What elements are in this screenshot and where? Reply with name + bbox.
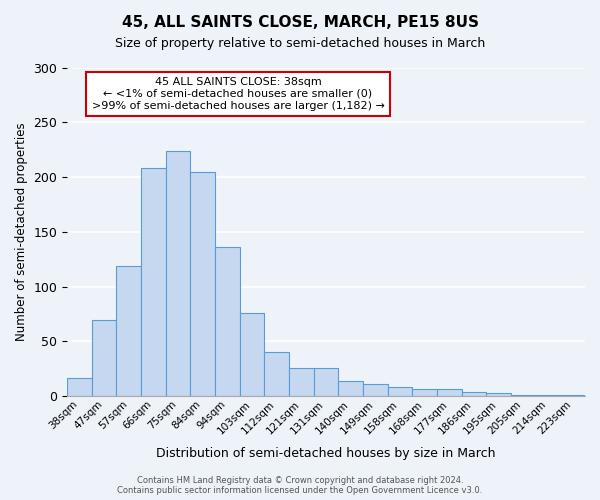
Bar (92, 320, 116, 396)
Bar (314, 368, 338, 396)
Bar (412, 388, 437, 396)
Bar (536, 395, 560, 396)
Bar (141, 168, 166, 396)
Bar (511, 395, 536, 396)
Bar (363, 384, 388, 396)
Bar (560, 395, 585, 396)
Bar (116, 266, 141, 396)
Text: 45, ALL SAINTS CLOSE, MARCH, PE15 8US: 45, ALL SAINTS CLOSE, MARCH, PE15 8US (121, 15, 479, 30)
Bar (388, 388, 412, 396)
Bar (289, 368, 314, 396)
Y-axis label: Number of semi-detached properties: Number of semi-detached properties (15, 122, 28, 341)
Bar (190, 172, 215, 396)
Text: Contains HM Land Registry data © Crown copyright and database right 2024.
Contai: Contains HM Land Registry data © Crown c… (118, 476, 482, 495)
Bar (338, 381, 363, 396)
Bar (67, 378, 92, 396)
Text: 45 ALL SAINTS CLOSE: 38sqm
← <1% of semi-detached houses are smaller (0)
>99% of: 45 ALL SAINTS CLOSE: 38sqm ← <1% of semi… (92, 78, 385, 110)
Bar (462, 392, 487, 396)
Bar (487, 393, 511, 396)
Bar (240, 313, 265, 396)
Bar (215, 247, 240, 396)
Bar (166, 151, 190, 396)
Text: Size of property relative to semi-detached houses in March: Size of property relative to semi-detach… (115, 38, 485, 51)
X-axis label: Distribution of semi-detached houses by size in March: Distribution of semi-detached houses by … (157, 447, 496, 460)
Bar (437, 388, 462, 396)
Bar (265, 352, 289, 397)
